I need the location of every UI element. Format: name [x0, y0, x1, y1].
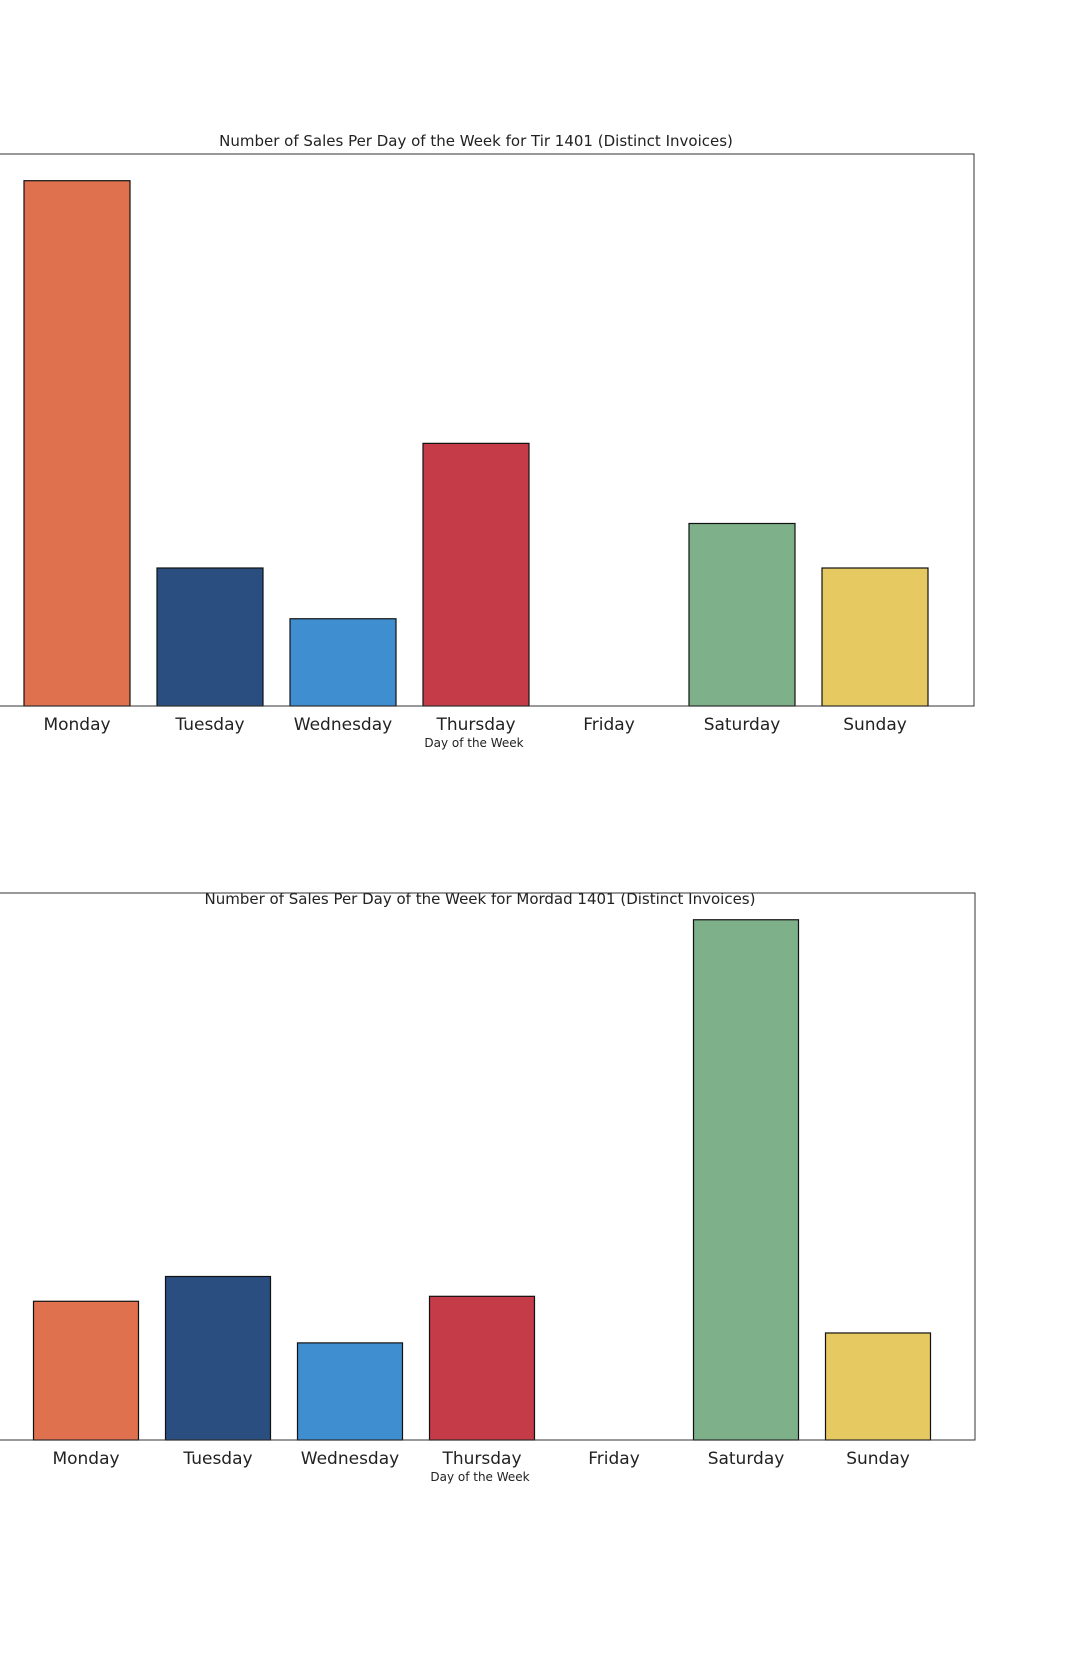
x-tick-label-friday: Friday: [583, 715, 635, 735]
chart-title: Number of Sales Per Day of the Week for …: [219, 132, 733, 150]
x-axis-label: Day of the Week: [430, 1470, 529, 1484]
chart-mordad-1401: Number of Sales Per Day of the Week for …: [0, 890, 976, 1484]
x-tick-label-monday: Monday: [52, 1449, 119, 1469]
x-tick-labels: Monday Tuesday Wednesday Thursday Friday Satu…: [43, 715, 906, 735]
bar-saturday: [692, 919, 800, 1441]
chart-tir-1401: Number of Sales Per Day of the Week for …: [0, 132, 975, 750]
x-tick-label-thursday: Thursday: [435, 715, 515, 735]
x-axis-label: Day of the Week: [424, 736, 523, 750]
bar-group: [23, 180, 929, 707]
x-tick-label-tuesday: Tuesday: [182, 1449, 252, 1469]
bar-group: [32, 919, 932, 1441]
bar-sunday: [821, 567, 929, 707]
bar-saturday: [688, 522, 796, 707]
plot-frame: [0, 892, 976, 1441]
bar-monday: [32, 1300, 140, 1441]
bar-tuesday: [164, 1275, 272, 1441]
x-tick-label-tuesday: Tuesday: [174, 715, 244, 735]
bar-wednesday: [296, 1342, 404, 1441]
bar-tuesday: [156, 567, 264, 707]
x-tick-label-sunday: Sunday: [843, 715, 907, 735]
bar-thursday: [422, 442, 530, 707]
x-tick-label-saturday: Saturday: [708, 1449, 785, 1469]
x-tick-label-wednesday: Wednesday: [294, 715, 392, 735]
bar-thursday: [428, 1295, 536, 1441]
x-tick-label-thursday: Thursday: [441, 1449, 521, 1469]
bar-monday: [23, 180, 131, 707]
x-tick-label-friday: Friday: [588, 1449, 640, 1469]
x-tick-label-monday: Monday: [43, 715, 110, 735]
plot-frame: [0, 153, 975, 707]
bar-wednesday: [289, 618, 397, 707]
x-tick-label-saturday: Saturday: [704, 715, 781, 735]
x-tick-label-wednesday: Wednesday: [301, 1449, 399, 1469]
x-tick-labels: Monday Tuesday Wednesday Thursday Friday Satu…: [52, 1449, 909, 1469]
bar-sunday: [824, 1332, 932, 1441]
x-tick-label-sunday: Sunday: [846, 1449, 910, 1469]
chart-title: Number of Sales Per Day of the Week for …: [205, 890, 756, 908]
